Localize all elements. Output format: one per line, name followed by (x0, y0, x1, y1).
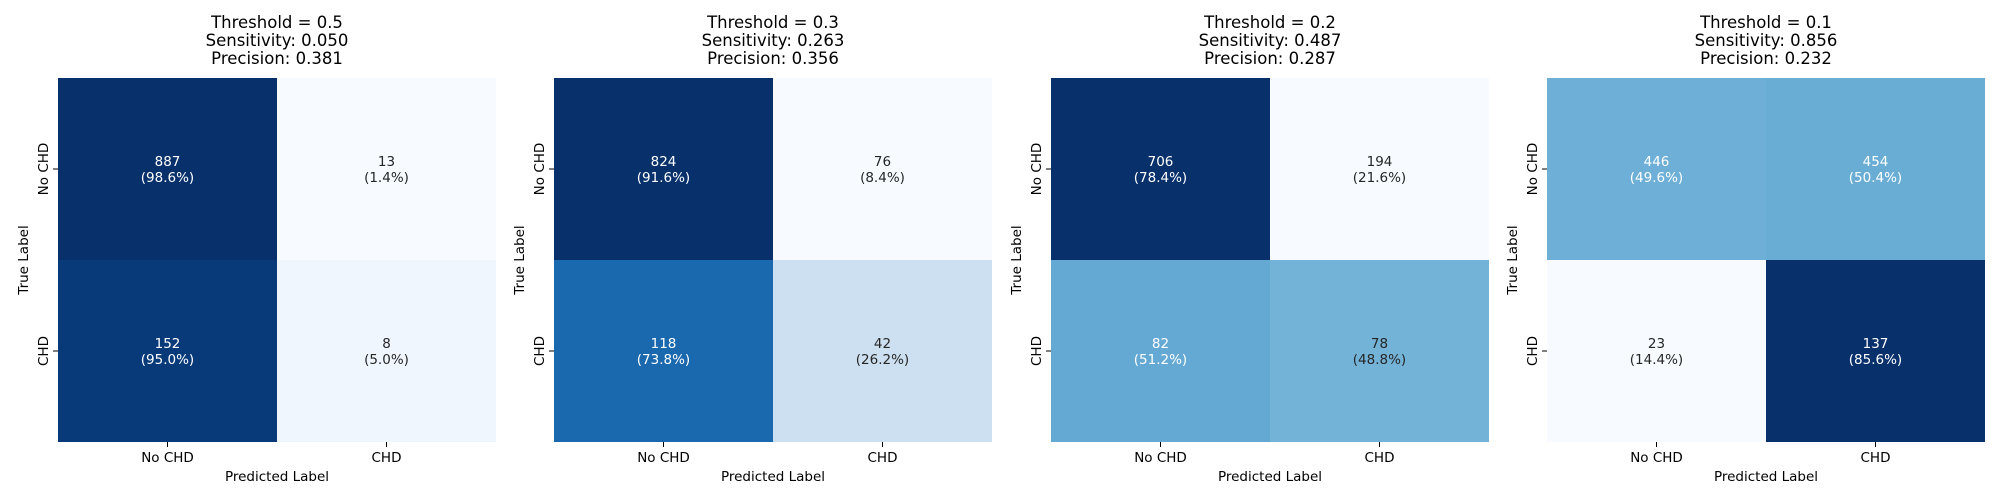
panel-1-x-tick-label-2: CHD (372, 450, 402, 466)
panel-2-y-tick-label-2: CHD (532, 336, 548, 366)
panel-3-y-axis-label: True Label (1009, 225, 1025, 295)
panel-4-cell-2-1 (1547, 260, 1766, 442)
panel-3-y-tick-label-2: CHD (1029, 336, 1045, 366)
panel-2-title-line-1: Threshold = 0.3 (706, 13, 839, 32)
panel-4-cell-count-2-1: 23 (1648, 336, 1665, 352)
panel-2-cell-percent-2-1: (73.8%) (637, 352, 690, 368)
panel-2-y-axis-label: True Label (512, 225, 528, 295)
panel-3-title-line-1: Threshold = 0.2 (1203, 13, 1336, 32)
panel-4-cell-1-1 (1547, 78, 1766, 260)
panel-2-y-tick-label-1: No CHD (532, 143, 548, 196)
panel-2-x-tick-label-2: CHD (868, 450, 898, 466)
panel-2-cell-1-2 (773, 78, 992, 260)
panel-4-x-tick-label-2: CHD (1861, 450, 1891, 466)
panel-4-x-tick-label-1: No CHD (1630, 450, 1683, 466)
panel-4-cell-percent-2-2: (85.6%) (1849, 352, 1902, 368)
panel-2-title-line-2: Sensitivity: 0.263 (702, 31, 845, 50)
panel-2-cell-count-2-1: 118 (651, 336, 677, 352)
panel-1-y-tick-label-1: No CHD (36, 143, 52, 196)
panel-3-cell-2-1 (1051, 260, 1270, 442)
panel-2-cell-1-1 (554, 78, 773, 260)
panel-1-x-axis-label: Predicted Label (225, 469, 329, 485)
panel-4-cell-percent-1-1: (49.6%) (1630, 170, 1683, 186)
panel-4-y-tick-label-1: No CHD (1525, 143, 1541, 196)
panel-2-cell-count-1-2: 76 (874, 154, 891, 170)
panel-1-y-axis-label: True Label (16, 225, 32, 295)
panel-4-cell-percent-2-1: (14.4%) (1630, 352, 1683, 368)
panel-1-title-line-1: Threshold = 0.5 (210, 13, 343, 32)
panel-3-cell-count-2-2: 78 (1371, 336, 1388, 352)
panel-1-cell-percent-2-1: (95.0%) (141, 352, 194, 368)
panel-3-cell-percent-2-2: (48.8%) (1353, 352, 1406, 368)
panel-2-cell-2-2 (773, 260, 992, 442)
panel-1-cell-count-2-1: 152 (155, 336, 181, 352)
panel-3-x-tick-label-2: CHD (1365, 450, 1395, 466)
panel-1-x-tick-label-1: No CHD (141, 450, 194, 466)
panel-1-cell-count-2-2: 8 (382, 336, 391, 352)
panel-4-cell-count-1-2: 454 (1863, 154, 1889, 170)
panel-1-title-line-3: Precision: 0.381 (211, 49, 343, 68)
panel-3-cell-count-1-1: 706 (1148, 154, 1174, 170)
panel-2-cell-count-2-2: 42 (874, 336, 891, 352)
panel-2-cell-count-1-1: 824 (651, 154, 677, 170)
panel-3-cell-1-2 (1270, 78, 1489, 260)
panel-4-cell-1-2 (1766, 78, 1985, 260)
panel-3-x-axis-label: Predicted Label (1218, 469, 1322, 485)
panel-3-title-line-2: Sensitivity: 0.487 (1199, 31, 1342, 50)
panel-1-cell-1-1 (58, 78, 277, 260)
panel-1-y-tick-label-2: CHD (36, 336, 52, 366)
panel-2-cell-percent-2-2: (26.2%) (856, 352, 909, 368)
panel-3-title-line-3: Precision: 0.287 (1204, 49, 1336, 68)
panel-1-cell-count-1-2: 13 (378, 154, 395, 170)
panel-1-cell-1-2 (277, 78, 496, 260)
panel-4-title-line-3: Precision: 0.232 (1700, 49, 1832, 68)
panel-3-cell-percent-2-1: (51.2%) (1134, 352, 1187, 368)
panel-4-cell-percent-1-2: (50.4%) (1849, 170, 1902, 186)
panel-3-cell-percent-1-2: (21.6%) (1353, 170, 1406, 186)
panel-2-cell-2-1 (554, 260, 773, 442)
panel-3-cell-percent-1-1: (78.4%) (1134, 170, 1187, 186)
panel-1-cell-count-1-1: 887 (155, 154, 181, 170)
panel-1-title-line-2: Sensitivity: 0.050 (206, 31, 349, 50)
panel-2-cell-percent-1-1: (91.6%) (637, 170, 690, 186)
panel-3-cell-count-2-1: 82 (1152, 336, 1169, 352)
panel-2-x-axis-label: Predicted Label (721, 469, 825, 485)
panel-4-x-axis-label: Predicted Label (1714, 469, 1818, 485)
panel-1-cell-percent-2-2: (5.0%) (364, 352, 409, 368)
panel-4-title-line-2: Sensitivity: 0.856 (1695, 31, 1838, 50)
panel-1-cell-2-1 (58, 260, 277, 442)
panel-3-x-tick-label-1: No CHD (1134, 450, 1187, 466)
panel-3-cell-count-1-2: 194 (1367, 154, 1393, 170)
panel-3-y-tick-label-1: No CHD (1029, 143, 1045, 196)
panel-4-cell-count-2-2: 137 (1863, 336, 1889, 352)
panel-3-cell-1-1 (1051, 78, 1270, 260)
panel-1-cell-percent-1-2: (1.4%) (364, 170, 409, 186)
panel-1-cell-2-2 (277, 260, 496, 442)
panel-3-cell-2-2 (1270, 260, 1489, 442)
panel-4-y-axis-label: True Label (1505, 225, 1521, 295)
panel-1-cell-percent-1-1: (98.6%) (141, 170, 194, 186)
panel-4-cell-count-1-1: 446 (1644, 154, 1670, 170)
panel-4-cell-2-2 (1766, 260, 1985, 442)
panel-2-x-tick-label-1: No CHD (637, 450, 690, 466)
panel-4-y-tick-label-2: CHD (1525, 336, 1541, 366)
panel-2-title-line-3: Precision: 0.356 (707, 49, 839, 68)
panel-2-cell-percent-1-2: (8.4%) (860, 170, 905, 186)
panel-4-title-line-1: Threshold = 0.1 (1699, 13, 1832, 32)
